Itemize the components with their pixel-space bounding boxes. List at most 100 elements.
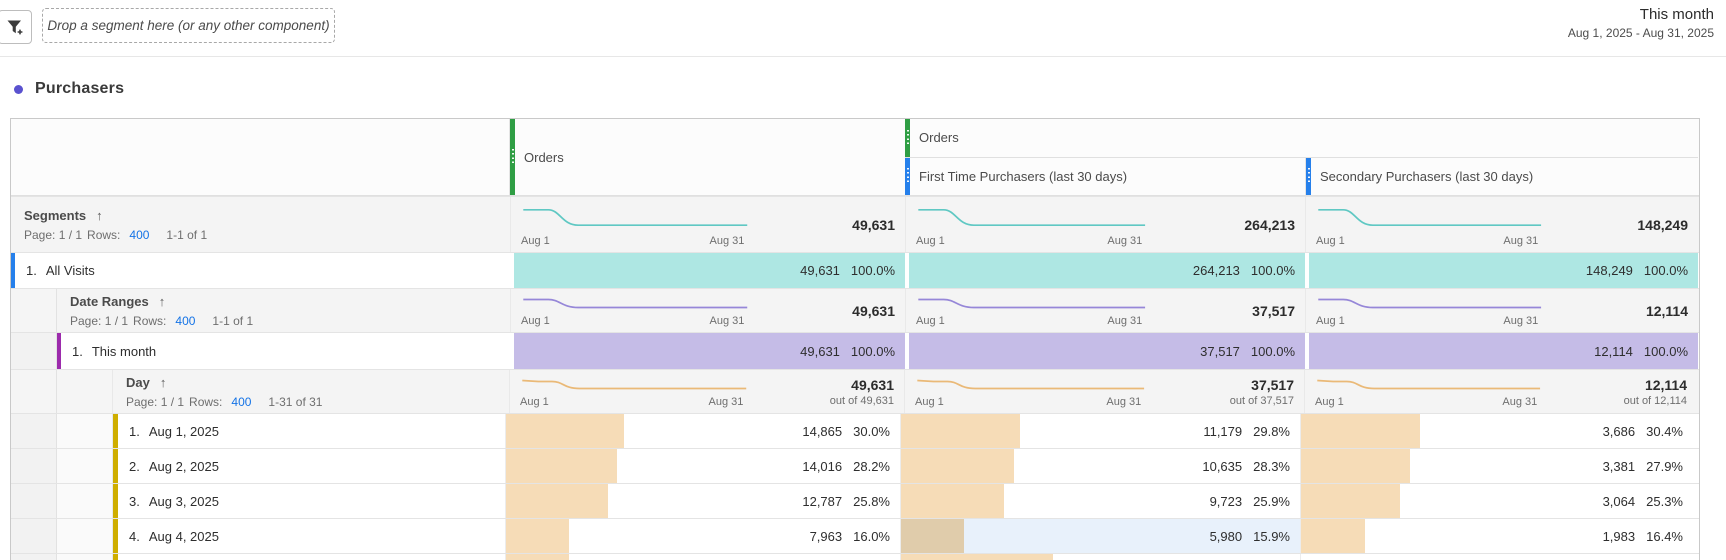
column-drag-handle-icon[interactable]	[1306, 157, 1311, 195]
cell-value: 1,983	[1602, 528, 1636, 544]
rows-per-page-link[interactable]: 400	[231, 394, 252, 409]
header-label-spacer	[11, 119, 510, 195]
cell-this-month-orders[interactable]: 49,631 100.0%	[510, 333, 905, 369]
cell-aug3-first-time[interactable]: 9,723 25.9%	[900, 484, 1300, 518]
row-index: 4.	[129, 528, 140, 544]
out-of-total: out of 49,631	[829, 394, 894, 407]
column-header-orders[interactable]: Orders	[510, 119, 905, 195]
cell-aug5-orders[interactable]	[505, 554, 900, 560]
cell-this-month-secondary[interactable]: 12,114 100.0%	[1305, 333, 1698, 369]
sparkline-start-label: Aug 1	[916, 315, 945, 327]
row-index: 3.	[129, 493, 140, 509]
cell-aug1-first-time[interactable]: 11,179 29.8%	[900, 414, 1300, 448]
column-header-label: Secondary Purchasers (last 30 days)	[1320, 168, 1534, 184]
cell-all-visits-secondary[interactable]: 148,249 100.0%	[1305, 253, 1698, 288]
sparkline-end-label: Aug 31	[1107, 235, 1143, 247]
table-row-aug-1[interactable]: 1. Aug 1, 2025 14,865 30.0% 11,179 29.8% 3…	[11, 413, 1699, 448]
cell-aug5-secondary[interactable]	[1300, 554, 1693, 560]
column-header-first-time-purchasers[interactable]: First Time Purchasers (last 30 days)	[905, 157, 1305, 195]
out-of-total: out of 37,517	[1229, 394, 1294, 407]
cell-percent: 27.9%	[1646, 458, 1683, 474]
column-drag-handle-icon[interactable]	[905, 157, 910, 195]
row-label: Aug 3, 2025	[148, 493, 219, 509]
cell-aug4-first-time-selected[interactable]: 5,980 15.9%	[900, 519, 1300, 553]
row-label: Aug 4, 2025	[148, 528, 219, 544]
page-indicator: Page: 1 / 1	[24, 227, 83, 242]
dimension-row-segments: Segments ↑ Page: 1 / 1 Rows: 400 1-1 of …	[11, 196, 1699, 252]
cell-percent: 100.0%	[1643, 343, 1688, 359]
column-group-orders-breakdown: Orders First Time Purchasers (last 30 da…	[905, 119, 1698, 195]
cell-percent: 16.4%	[1646, 528, 1683, 544]
trend-sparkline-icon	[916, 297, 1147, 310]
column-drag-handle-icon[interactable]	[510, 119, 515, 195]
out-of-total: out of 12,114	[1623, 394, 1687, 407]
cell-aug2-secondary[interactable]: 3,381 27.9%	[1300, 449, 1693, 483]
segment-dropzone[interactable]: Drop a segment here (or any other compon…	[42, 8, 335, 43]
cell-percent: 100.0%	[1643, 263, 1688, 278]
day-accent-bar	[113, 414, 118, 448]
panel-date-range[interactable]: This month Aug 1, 2025 - Aug 31, 2025	[1568, 6, 1714, 40]
column-header-label: First Time Purchasers (last 30 days)	[919, 168, 1128, 184]
cell-percent: 15.9%	[1253, 528, 1290, 544]
table-row-all-visits[interactable]: 1. All Visits 49,631 100.0% 264,213 100.…	[11, 252, 1699, 288]
pagination-controls: Page: 1 / 1 Rows: 400 1-1 of 1	[70, 314, 510, 328]
day-accent-bar	[113, 554, 118, 560]
cell-aug1-orders[interactable]: 14,865 30.0%	[505, 414, 900, 448]
table-row-this-month[interactable]: 1. This month 49,631 100.0% 37,517 100.0…	[11, 332, 1699, 369]
table-row-aug-4[interactable]: 4. Aug 4, 2025 7,963 16.0% 5,980 15.9% 1,9…	[11, 518, 1699, 553]
column-total: 49,631 out of 49,631	[829, 376, 894, 407]
cell-aug5-first-time[interactable]	[900, 554, 1300, 560]
add-segment-filter-button[interactable]	[0, 10, 32, 44]
dimension-title: Date Ranges	[70, 293, 149, 309]
rows-per-page-link[interactable]: 400	[175, 313, 196, 328]
cell-aug4-orders[interactable]: 7,963 16.0%	[505, 519, 900, 553]
segments-sparkline-cell-first-time: Aug 1 Aug 31 264,213	[905, 197, 1305, 252]
indent-gutter	[11, 484, 57, 518]
cell-percent: 28.3%	[1253, 458, 1290, 474]
value-bar	[506, 449, 618, 483]
rows-per-page-link[interactable]: 400	[129, 227, 150, 242]
topbar-divider	[0, 56, 1726, 57]
cell-this-month-first-time[interactable]: 37,517 100.0%	[905, 333, 1305, 369]
table-row-aug-2[interactable]: 2. Aug 2, 2025 14,016 28.2% 10,635 28.3% 3…	[11, 448, 1699, 483]
row-label: This month	[91, 343, 157, 359]
sort-ascending-icon[interactable]: ↑	[159, 374, 167, 390]
sort-ascending-icon[interactable]: ↑	[158, 293, 166, 309]
cell-aug3-orders[interactable]: 12,787 25.8%	[505, 484, 900, 518]
cell-all-visits-orders[interactable]: 49,631 100.0%	[510, 253, 905, 288]
column-header-orders-parent[interactable]: Orders	[905, 119, 1698, 158]
cell-value: 3,381	[1602, 458, 1636, 474]
row-label: Aug 1, 2025	[148, 423, 219, 439]
sort-ascending-icon[interactable]: ↑	[96, 207, 103, 223]
value-bar	[901, 484, 1005, 518]
row-index: 1.	[72, 343, 83, 359]
cell-percent: 28.2%	[853, 458, 890, 474]
cell-value: 148,249	[1585, 263, 1633, 278]
table-row-aug-5-partial[interactable]	[11, 553, 1699, 560]
cell-aug2-orders[interactable]: 14,016 28.2%	[505, 449, 900, 483]
column-header-secondary-purchasers[interactable]: Secondary Purchasers (last 30 days)	[1305, 157, 1698, 195]
cell-value: 264,213	[1192, 263, 1240, 278]
cell-all-visits-first-time[interactable]: 264,213 100.0%	[905, 253, 1305, 288]
cell-aug3-secondary[interactable]: 3,064 25.3%	[1300, 484, 1693, 518]
cell-aug4-secondary[interactable]: 1,983 16.4%	[1300, 519, 1693, 553]
sparkline-end-label: Aug 31	[1107, 315, 1143, 327]
table-row-aug-3[interactable]: 3. Aug 3, 2025 12,787 25.8% 9,723 25.9% 3,…	[11, 483, 1699, 518]
trend-sparkline-icon	[1316, 205, 1543, 230]
cell-value: 12,114	[1594, 343, 1633, 359]
dimension-row-date-ranges: Date Ranges ↑ Page: 1 / 1 Rows: 400 1-1 …	[11, 288, 1699, 332]
value-bar	[1301, 519, 1366, 553]
indent-gutter	[57, 370, 113, 413]
cell-aug2-first-time[interactable]: 10,635 28.3%	[900, 449, 1300, 483]
cell-aug1-secondary[interactable]: 3,686 30.4%	[1300, 414, 1693, 448]
day-accent-bar	[113, 484, 118, 518]
row-range-indicator: 1-1 of 1	[166, 227, 208, 242]
row-index: 1.	[26, 263, 37, 278]
cell-percent: 29.8%	[1253, 423, 1290, 439]
freeform-table: Orders Orders First Time Purchasers (las…	[10, 118, 1700, 560]
column-drag-handle-icon[interactable]	[905, 119, 910, 157]
sparkline-start-label: Aug 1	[916, 235, 945, 247]
sparkline-end-label: Aug 31	[1503, 315, 1539, 327]
segments-sparkline-cell-secondary: Aug 1 Aug 31 148,249	[1305, 197, 1698, 252]
day-sparkline-cell-orders: Aug 1 Aug 31 49,631 out of 49,631	[509, 370, 904, 413]
